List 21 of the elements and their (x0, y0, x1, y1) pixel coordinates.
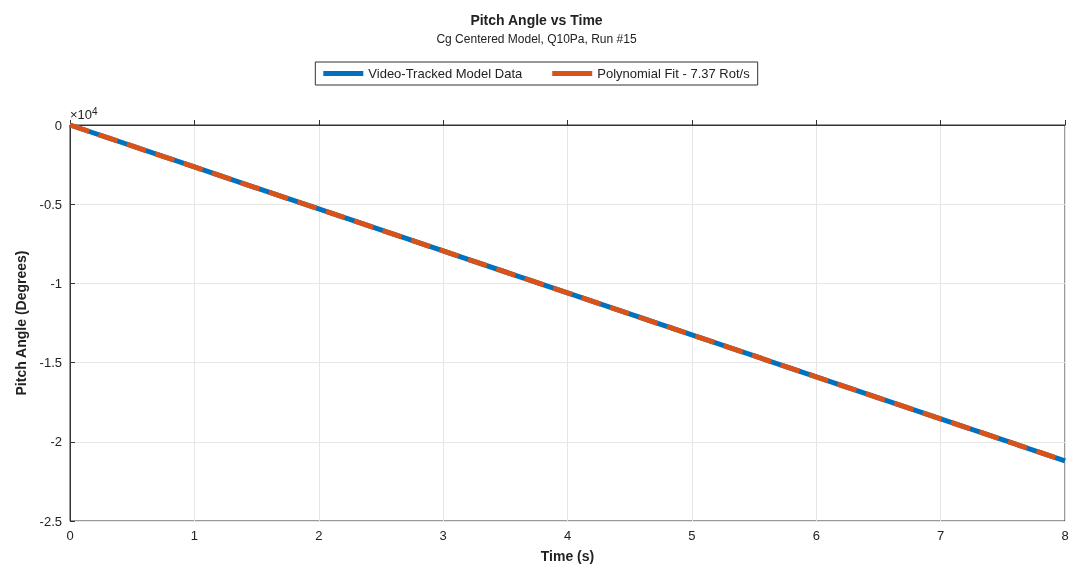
legend-label: Polynomial Fit - 7.37 Rot/s (597, 66, 751, 81)
y-tick-label: -0.5 (39, 196, 62, 212)
x-tick-label: 3 (439, 528, 447, 543)
y-axis-title: Pitch Angle (Degrees) (13, 250, 29, 396)
y-tick-label: -1.5 (39, 355, 62, 371)
y-tick-label: -2.5 (39, 513, 62, 529)
y-tick-label: 0 (54, 117, 62, 133)
legend-label: Video-Tracked Model Data (368, 66, 523, 81)
x-axis-title: Time (s) (540, 548, 595, 564)
x-tick-label: 6 (812, 528, 820, 543)
x-tick-label: 2 (315, 528, 323, 543)
y-tick-label: -1 (50, 275, 62, 291)
chart-subtitle: Cg Centered Model, Q10Pa, Run #15 (436, 32, 637, 46)
y-tick-label: -2 (50, 434, 62, 450)
x-tick-label: 8 (1061, 528, 1069, 543)
x-tick-label: 5 (688, 528, 696, 543)
x-tick-label: 0 (66, 528, 74, 543)
x-tick-label: 7 (937, 528, 945, 543)
x-tick-label: 1 (190, 528, 198, 543)
x-tick-label: 4 (563, 528, 572, 543)
chart-title: Pitch Angle vs Time (470, 12, 603, 28)
